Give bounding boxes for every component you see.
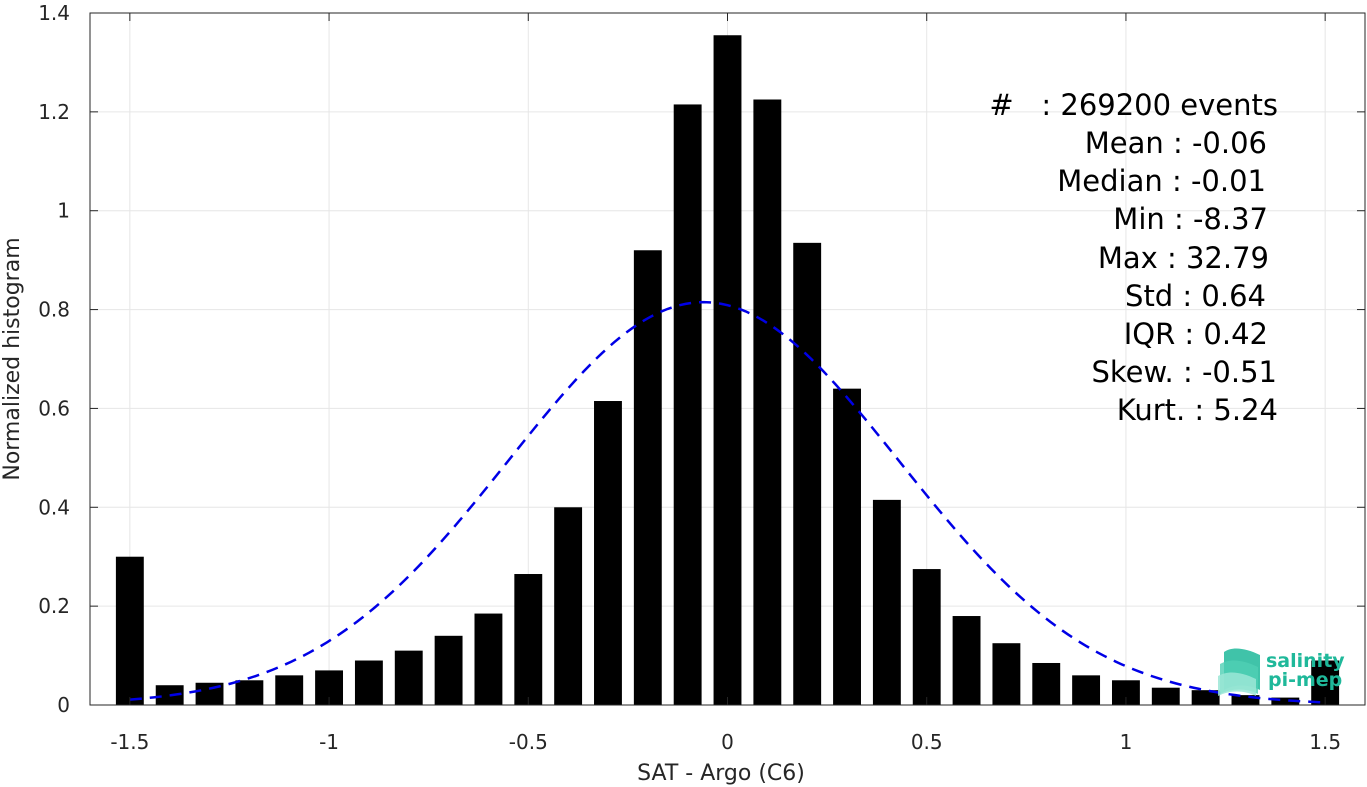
stats-annotation: # : 269200 events Mean : -0.06 Median : … [989, 88, 1278, 427]
y-tick-label-1: 0.2 [38, 594, 70, 618]
normal-fit-curve [129, 300, 1326, 704]
logo-line2: pi-mep [1268, 669, 1342, 691]
histogram-bar-4 [275, 675, 304, 705]
y-tick-label-5: 1 [57, 199, 70, 223]
histogram-bar-17 [793, 242, 822, 706]
histogram-bar-20 [912, 569, 941, 705]
y-tick-label-7: 1.4 [38, 1, 70, 25]
histogram-bar-23 [1032, 662, 1061, 705]
histogram-bar-13 [633, 250, 662, 705]
histogram-bar-7 [394, 650, 423, 705]
stats-median: Median : -0.01 [1057, 164, 1266, 198]
stats-kurt: Kurt. : 5.24 [1117, 393, 1278, 427]
histogram-bar-11 [554, 507, 583, 705]
x-tick-label-5: 1 [1120, 730, 1133, 754]
stats-std: Std : 0.64 [1125, 279, 1266, 313]
histogram-bar-29 [1271, 697, 1300, 705]
y-tick-label-3: 0.6 [38, 396, 70, 420]
x-tick-label-3: 0 [721, 730, 734, 754]
wave-logo-icon [1218, 648, 1260, 696]
histogram-bar-24 [1072, 675, 1101, 705]
histogram-bar-21 [952, 616, 981, 705]
histogram-bar-22 [992, 643, 1021, 705]
histogram-bar-9 [474, 613, 503, 705]
histogram-bar-27 [1191, 690, 1220, 705]
histogram-bars [115, 35, 1340, 706]
stats-max: Max : 32.79 [1098, 241, 1269, 275]
histogram-bar-10 [514, 574, 543, 705]
logo-line1: salinity [1266, 650, 1345, 672]
y-axis-label: Normalized histogram [0, 237, 25, 480]
x-axis-label: SAT - Argo (C6) [637, 761, 805, 786]
stats-iqr: IQR : 0.42 [1124, 317, 1268, 351]
stats-min: Min : -8.37 [1113, 202, 1268, 236]
x-tick-label-1: -1 [319, 730, 339, 754]
histogram-bar-3 [235, 680, 264, 705]
histogram-bar-15 [713, 35, 742, 705]
y-ticks: 0 0.2 0.4 0.6 0.8 1 1.2 1.4 [38, 1, 1365, 717]
histogram-bar-28 [1231, 695, 1260, 705]
salinity-pi-mep-logo: salinity pi-mep [1218, 648, 1345, 696]
x-tick-label-6: 1.5 [1309, 730, 1341, 754]
x-tick-label-4: 0.5 [911, 730, 943, 754]
stats-count: # : 269200 events [989, 88, 1278, 122]
histogram-bar-0 [115, 556, 144, 705]
histogram-bar-12 [594, 401, 622, 705]
y-tick-label-4: 0.8 [38, 298, 70, 322]
histogram-bar-16 [753, 99, 782, 705]
x-ticks: -1.5 -1 -0.5 0 0.5 1 1.5 [110, 13, 1341, 754]
stats-skew: Skew. : -0.51 [1091, 355, 1277, 389]
histogram-bar-18 [833, 388, 861, 705]
histogram-bar-6 [354, 660, 383, 705]
y-tick-label-0: 0 [57, 693, 70, 717]
histogram-bar-14 [673, 104, 702, 705]
histogram-bar-19 [872, 499, 901, 705]
x-tick-label-0: -1.5 [110, 730, 149, 754]
x-tick-label-2: -0.5 [509, 730, 548, 754]
stats-mean: Mean : -0.06 [1085, 126, 1267, 160]
y-tick-label-6: 1.2 [38, 100, 70, 124]
y-tick-label-2: 0.4 [38, 495, 70, 519]
histogram-bar-8 [434, 635, 463, 705]
histogram-bar-26 [1151, 687, 1180, 705]
